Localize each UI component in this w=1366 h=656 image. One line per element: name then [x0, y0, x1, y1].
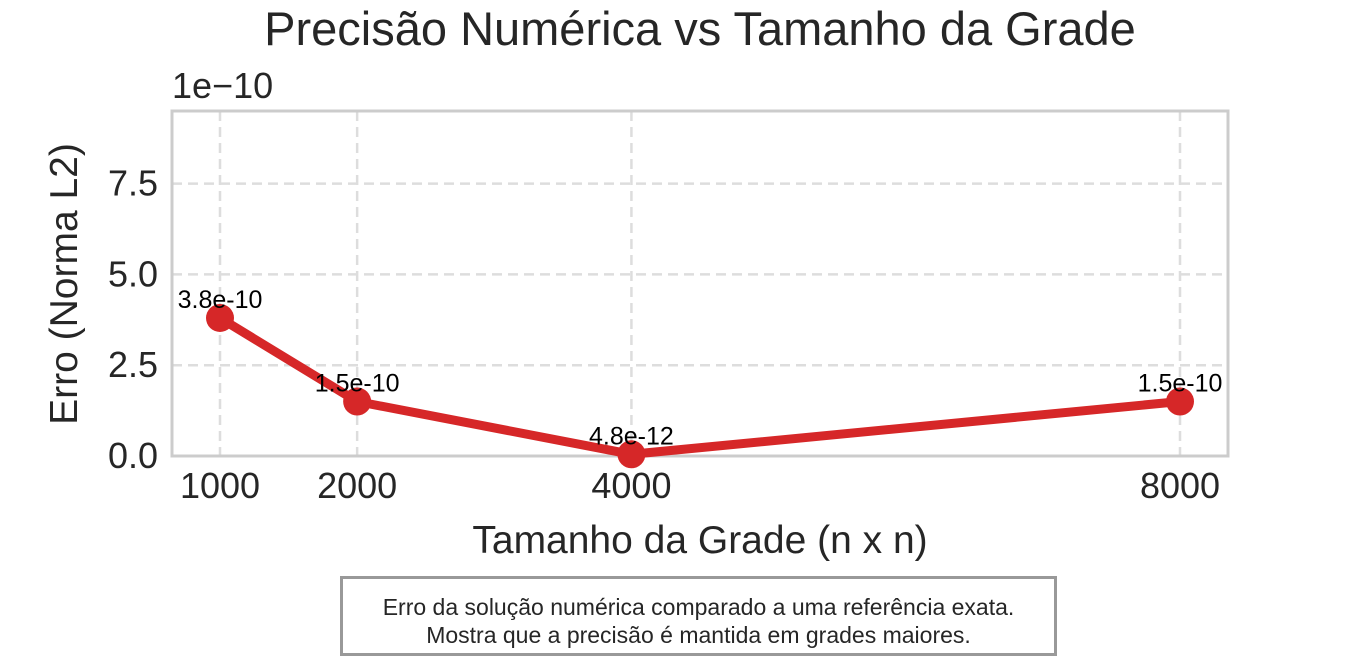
x-axis-label: Tamanho da Grade (n x n) [472, 519, 927, 562]
data-point [343, 387, 372, 416]
caption-box: Erro da solução numérica comparado a uma… [340, 576, 1057, 656]
caption-line-2: Mostra que a precisão é mantida em grade… [426, 622, 971, 648]
y-offset-text: 1e−10 [172, 65, 273, 106]
y-tick-label: 0.0 [108, 435, 158, 476]
x-tick-label: 8000 [1140, 465, 1220, 506]
y-tick-label: 7.5 [108, 163, 158, 204]
plot-frame [170, 109, 1230, 458]
data-label: 1.5e-10 [315, 370, 400, 398]
y-tick-label: 2.5 [108, 344, 158, 385]
data-label: 1.5e-10 [1138, 370, 1223, 398]
series-line [215, 313, 1185, 459]
grid-layer [172, 111, 1228, 456]
data-point [617, 440, 646, 469]
ticks-layer: 1000 2000 4000 8000 0.0 2.5 5.0 7.5 [108, 163, 1220, 506]
labels-layer: 3.8e-10 1.5e-10 4.8e-12 1.5e-10 [178, 286, 1223, 450]
y-axis-label: Erro (Norma L2) [43, 143, 86, 425]
series-layer [206, 304, 1194, 469]
caption-line-1: Erro da solução numérica comparado a uma… [382, 594, 1015, 620]
y-tick-label: 5.0 [108, 253, 158, 294]
data-label: 3.8e-10 [178, 286, 263, 314]
data-point [206, 304, 234, 332]
x-tick-label: 1000 [180, 465, 260, 506]
x-tick-label: 2000 [317, 465, 397, 506]
data-point [1166, 387, 1194, 416]
x-tick-label: 4000 [591, 465, 671, 506]
data-label: 4.8e-12 [589, 422, 674, 450]
chart-title: Precisão Numérica vs Tamanho da Grade [264, 2, 1136, 55]
